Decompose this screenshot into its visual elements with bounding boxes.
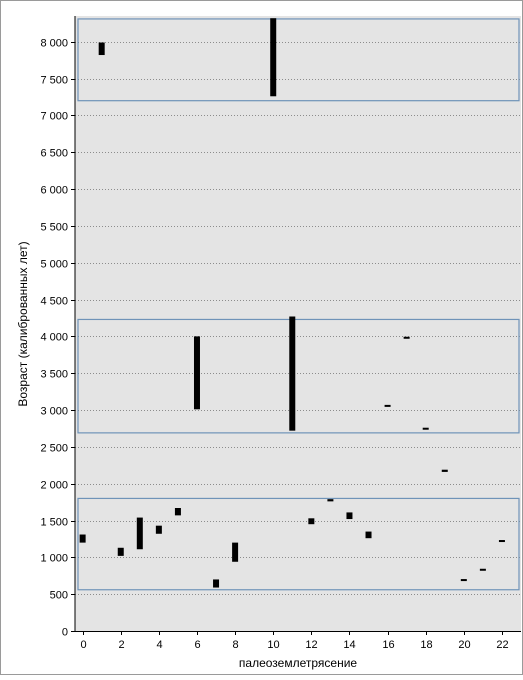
x-tick-label: 22 — [496, 639, 508, 651]
y-tick-label: 2 000 — [40, 480, 68, 492]
range-bar — [498, 540, 505, 543]
range-bar — [79, 534, 86, 543]
y-tick-label: 4 000 — [40, 332, 68, 344]
y-tick-label: 0 — [62, 627, 68, 639]
range-bar — [479, 568, 486, 571]
range-bar — [422, 427, 429, 430]
range-bar — [136, 517, 143, 550]
range-bar — [327, 499, 334, 502]
y-tick-label: 2 500 — [40, 443, 68, 455]
range-bar — [441, 469, 448, 472]
y-tick-label: 3 500 — [40, 369, 68, 381]
x-axis-label: палеоземлетрясение — [239, 656, 357, 670]
range-bar — [384, 404, 391, 407]
x-tick-label: 10 — [267, 639, 279, 651]
y-tick-label: 4 500 — [40, 296, 68, 308]
x-tick-label: 18 — [420, 639, 432, 651]
y-tick-label: 500 — [50, 590, 68, 602]
x-tick-label: 20 — [458, 639, 470, 651]
x-tick-label: 2 — [118, 639, 124, 651]
y-tick-label: 7 500 — [40, 75, 68, 87]
range-bar — [193, 336, 200, 410]
x-tick-label: 16 — [382, 639, 394, 651]
y-tick-label: 6 500 — [40, 148, 68, 160]
range-bar — [98, 42, 105, 56]
x-tick-label: 4 — [156, 639, 162, 651]
range-bar — [346, 512, 353, 520]
cluster-boxes — [77, 18, 520, 591]
range-bar — [117, 547, 124, 556]
range-bar — [289, 316, 296, 431]
y-tick-label: 3 000 — [40, 406, 68, 418]
plot-area — [75, 16, 521, 631]
range-bar — [460, 579, 467, 582]
x-tick-label: 6 — [194, 639, 200, 651]
x-tick-label: 12 — [305, 639, 317, 651]
x-axis-ticks: 0 2 4 6 8 10 12 14 16 18 20 22 — [80, 631, 509, 651]
y-tick-label: 1 000 — [40, 553, 68, 565]
x-tick-label: 14 — [343, 639, 355, 651]
range-bar — [155, 525, 162, 534]
y-tick-label: 7 000 — [40, 111, 68, 123]
y-tick-label: 8 000 — [40, 38, 68, 50]
y-tick-label: 6 000 — [40, 185, 68, 197]
x-tick-label: 8 — [232, 639, 238, 651]
axes — [74, 16, 521, 632]
range-bar — [365, 531, 372, 539]
range-bar — [174, 508, 181, 516]
x-tick-label: 0 — [80, 639, 86, 651]
range-bar — [213, 579, 220, 588]
y-tick-label: 5 500 — [40, 222, 68, 234]
y-axis-label: Возраст (калиброванных лет) — [16, 241, 30, 406]
range-bar — [308, 518, 315, 525]
range-bar — [270, 18, 277, 97]
y-tick-label: 5 000 — [40, 259, 68, 271]
y-tick-label: 1 500 — [40, 517, 68, 529]
cluster-box — [77, 497, 520, 591]
data-ranges — [79, 18, 505, 588]
range-bar — [403, 336, 410, 339]
range-bar — [232, 542, 239, 562]
grid-lines — [75, 42, 521, 595]
cluster-box — [77, 18, 520, 102]
y-axis-ticks: 0 500 1 000 1 500 2 000 2 500 3 000 3 500 4 000 4… — [40, 38, 75, 639]
cluster-box — [77, 318, 520, 434]
